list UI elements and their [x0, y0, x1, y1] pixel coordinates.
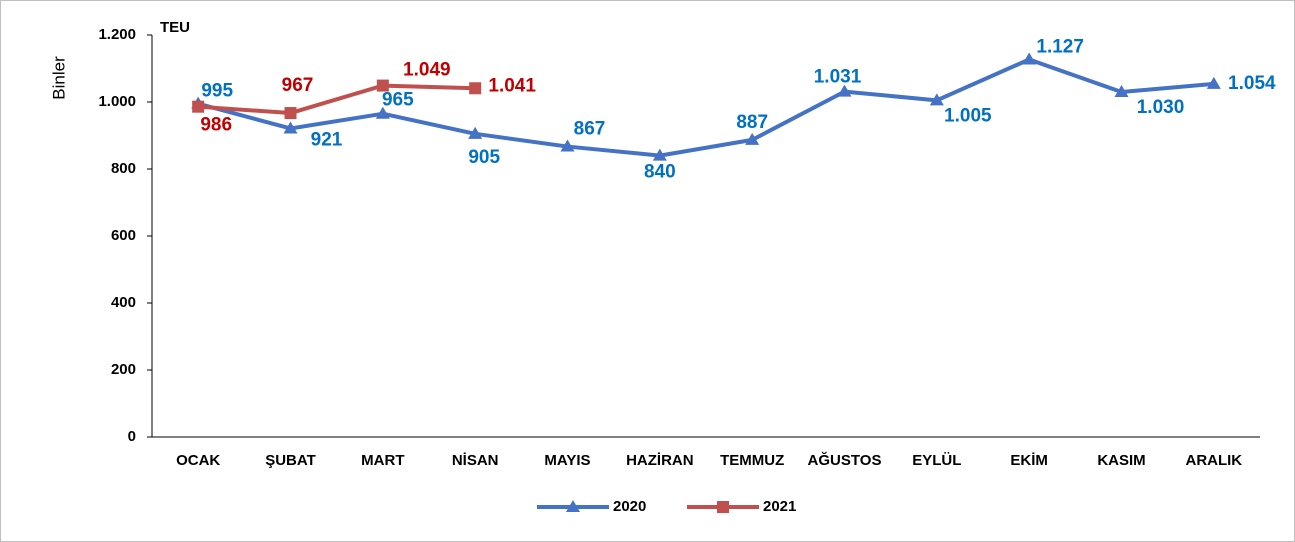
- y-tick-label: 800: [111, 160, 136, 177]
- value-label: 840: [644, 162, 676, 183]
- value-label: 887: [736, 112, 768, 133]
- series-line: [198, 83, 476, 116]
- legend-label: 2020: [613, 498, 646, 515]
- value-label: 1.054: [1228, 73, 1276, 94]
- x-tick-label: MAYIS: [544, 452, 590, 469]
- x-tick-label: TEMMUZ: [720, 452, 784, 469]
- value-label: 921: [311, 129, 343, 150]
- y-axis-label: Binler: [49, 56, 68, 100]
- value-label: 1.031: [814, 67, 862, 88]
- point-marker: [1206, 76, 1221, 89]
- y-tick-label: 0: [128, 428, 136, 445]
- y-tick-label: 200: [111, 361, 136, 378]
- series-line: [197, 57, 1215, 158]
- value-label: 1.127: [1036, 36, 1084, 57]
- value-label: 995: [201, 81, 233, 102]
- value-label: 986: [200, 115, 232, 136]
- x-tick-label: EYLÜL: [912, 452, 961, 469]
- point-marker: [929, 93, 944, 106]
- x-tick-label: AĞUSTOS: [808, 451, 882, 469]
- point-marker: [283, 121, 298, 134]
- point-marker: [652, 148, 667, 161]
- point-marker: [284, 107, 297, 120]
- value-label: 1.005: [944, 105, 992, 126]
- value-label: 1.030: [1137, 97, 1185, 118]
- point-marker: [837, 84, 852, 97]
- point-marker: [468, 126, 483, 139]
- point-marker: [469, 82, 482, 95]
- point-marker: [560, 139, 575, 152]
- x-tick-label: EKİM: [1010, 452, 1048, 469]
- point-marker: [376, 79, 389, 92]
- annotation: TEU: [160, 19, 190, 36]
- value-label: 967: [282, 75, 314, 96]
- value-label: 905: [468, 147, 500, 168]
- point-marker: [1114, 84, 1129, 97]
- legend-marker: [717, 501, 729, 513]
- value-label: 867: [574, 119, 606, 140]
- value-label: 1.049: [403, 60, 451, 81]
- point-marker: [192, 100, 205, 113]
- y-tick-label: 1.200: [98, 26, 136, 43]
- value-label: 965: [382, 90, 414, 111]
- value-label: 1.041: [488, 75, 536, 96]
- y-tick-label: 400: [111, 294, 136, 311]
- point-marker: [745, 132, 760, 145]
- point-marker: [375, 106, 390, 119]
- legend-label: 2021: [763, 498, 796, 515]
- x-tick-label: MART: [361, 452, 404, 469]
- x-tick-label: NİSAN: [452, 452, 499, 469]
- y-tick-label: 1.000: [98, 93, 136, 110]
- x-tick-label: ŞUBAT: [265, 452, 316, 469]
- y-tick-label: 600: [111, 227, 136, 244]
- x-tick-label: HAZİRAN: [626, 452, 694, 469]
- x-tick-label: ARALIK: [1185, 452, 1242, 469]
- legend-marker: [566, 500, 580, 512]
- x-tick-label: KASIM: [1097, 452, 1145, 469]
- x-tick-label: OCAK: [176, 452, 220, 469]
- point-marker: [1022, 52, 1037, 65]
